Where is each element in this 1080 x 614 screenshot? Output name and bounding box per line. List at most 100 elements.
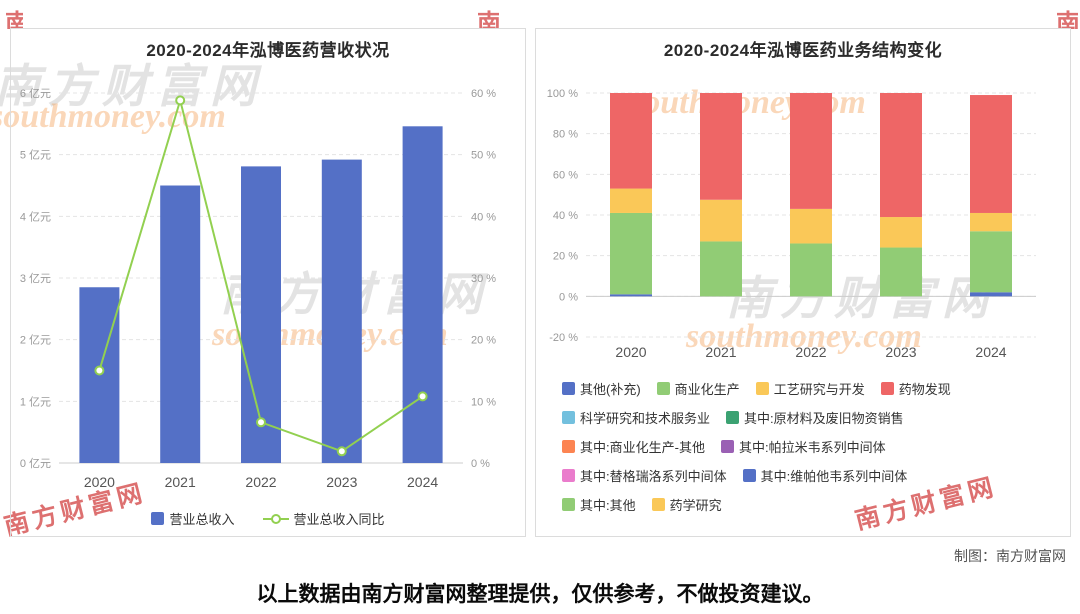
legend-swatch [726, 411, 740, 424]
stack-segment [970, 212, 1012, 232]
revenue-bar [160, 185, 201, 463]
x-axis-label: 2023 [885, 344, 916, 360]
stack-segment [790, 93, 832, 209]
legend-item[interactable]: 其中:商业化生产-其他 [562, 437, 705, 456]
legend-label: 其中:帕拉米韦系列中间体 [738, 440, 886, 455]
disclaimer-text: 以上数据由南方财富网整理提供，仅供参考，不做投资建议。 [256, 583, 824, 606]
growth-line-point [336, 446, 347, 457]
legend-swatch [651, 498, 665, 511]
legend-label: 工艺研究与开发 [773, 382, 865, 397]
stack-segment [610, 93, 652, 189]
x-axis-label: 2021 [165, 474, 196, 490]
left-axis-tick: 0 亿元 [20, 457, 51, 470]
watermark-red-fragment: 南方财富网 [477, 10, 499, 29]
legend-swatch [755, 382, 769, 395]
legend-label: 商业化生产 [674, 382, 740, 397]
y-axis-tick: -20 % [549, 332, 578, 344]
stack-segment [610, 212, 652, 295]
left-axis-tick: 2 亿元 [20, 334, 51, 347]
legend-swatch [742, 469, 756, 482]
legend-label: 营业总收入 [169, 512, 235, 527]
legend-item-revenue[interactable]: 营业总收入 [151, 509, 235, 528]
legend-swatch [562, 498, 575, 511]
legend-row: 科学研究和技术服务业 其中:原材料及废旧物资销售 [562, 408, 1056, 427]
structure-chart-panel: 2020-2024年泓博医药业务结构变化 -20 % 0 % 20 % 40 % 60 … [535, 28, 1071, 537]
structure-chart-title: 2020-2024年泓博医药业务结构变化 [663, 41, 943, 60]
stack-segment [880, 93, 922, 218]
legend-row: 其中:商业化生产-其他 其中:帕拉米韦系列中间体 [562, 437, 1056, 456]
stack-segment [790, 208, 832, 244]
revenue-bar [241, 166, 281, 463]
stack-segment [970, 292, 1012, 297]
y-axis-tick: 40 % [553, 210, 578, 222]
legend-swatch [151, 512, 165, 525]
revenue-chart-legend: 营业总收入 营业总收入同比 [11, 509, 525, 528]
legend-swatch [562, 469, 575, 482]
legend-line-marker [262, 513, 289, 524]
x-axis-label: 2023 [326, 474, 357, 490]
legend-swatch [656, 382, 670, 395]
revenue-bar [402, 126, 443, 464]
legend-item-growth[interactable]: 营业总收入同比 [262, 509, 385, 528]
legend-label: 其中:商业化生产-其他 [580, 440, 705, 455]
legend-label: 其中:其他 [580, 498, 636, 513]
x-axis-label: 2024 [407, 474, 438, 490]
legend-label: 其中:替格瑞洛系列中间体 [580, 469, 727, 484]
legend-label: 药物发现 [898, 382, 951, 397]
growth-line-point [256, 417, 266, 428]
x-axis-label: 2020 [615, 344, 646, 360]
legend-label: 营业总收入同比 [293, 512, 385, 527]
watermark-red-fragment: 南方财富网 [1056, 10, 1078, 29]
legend-swatch [562, 440, 575, 453]
legend-swatch [562, 382, 575, 395]
legend-item[interactable]: 商业化生产 [656, 379, 740, 398]
right-axis-tick: 40 % [471, 211, 496, 223]
y-axis-tick: 20 % [553, 251, 578, 263]
y-axis-tick: 0 % [559, 291, 578, 303]
y-axis-tick: 80 % [553, 129, 578, 141]
stack-segment [610, 188, 652, 213]
stack-segment [970, 95, 1012, 213]
legend-row: 其中:其他 药学研究 [562, 495, 1056, 514]
stack-segment [880, 247, 922, 297]
growth-line-point [175, 95, 186, 106]
legend-item[interactable]: 科学研究和技术服务业 [562, 408, 710, 427]
legend-item[interactable]: 其中:替格瑞洛系列中间体 [562, 466, 727, 485]
legend-label: 科学研究和技术服务业 [580, 411, 711, 426]
legend-item[interactable]: 其中:原材料及废旧物资销售 [726, 408, 904, 427]
legend-item[interactable]: 工艺研究与开发 [755, 379, 865, 398]
legend-label: 药学研究 [669, 498, 722, 513]
legend-swatch [562, 411, 575, 424]
legend-item[interactable]: 其中:帕拉米韦系列中间体 [720, 437, 886, 456]
legend-item[interactable]: 其他(补充) [562, 379, 641, 398]
stack-segment [610, 294, 652, 297]
revenue-chart-panel: 2020-2024年泓博医药营收状况 0 亿元 0 % 1 亿元 10 % 2 亿元 20… [10, 28, 526, 537]
right-axis-tick: 0 % [471, 458, 490, 470]
legend-label: 其他(补充) [580, 382, 641, 397]
legend-item[interactable]: 药物发现 [880, 379, 951, 398]
x-axis-label: 2021 [705, 344, 736, 360]
structure-chart-legend: 其他(补充) 商业化生产 工艺研究与开发 药物发现 科学研究和技术服务业 其中:原材料及… [562, 379, 1056, 514]
growth-line-point [417, 391, 428, 402]
structure-chart: -20 % 0 % 20 % 40 % 60 % 80 % 100 % 2020 2021 202… [547, 88, 1036, 360]
right-axis-tick: 50 % [471, 150, 496, 162]
legend-item[interactable]: 其中:其他 [562, 495, 636, 514]
x-axis-label: 2022 [795, 344, 826, 360]
legend-swatch [720, 440, 734, 453]
growth-line-point [94, 365, 105, 376]
stack-segment [970, 231, 1012, 293]
stack-segment [790, 243, 832, 297]
stack-segment [700, 93, 742, 200]
revenue-bar [321, 159, 362, 463]
legend-row: 其他(补充) 商业化生产 工艺研究与开发 药物发现 [562, 379, 1056, 398]
chart-credit: 制图：南方财富网 [954, 548, 1066, 564]
legend-row: 其中:替格瑞洛系列中间体 其中:维帕他韦系列中间体 [562, 466, 1056, 485]
left-axis-tick: 1 亿元 [20, 395, 51, 408]
y-axis-tick: 100 % [547, 88, 578, 100]
left-axis-tick: 4 亿元 [20, 210, 51, 223]
legend-item[interactable]: 药学研究 [651, 495, 722, 514]
legend-item[interactable]: 其中:维帕他韦系列中间体 [742, 466, 907, 485]
left-axis-tick: 3 亿元 [20, 272, 51, 285]
stack-segment [700, 199, 742, 242]
stack-segment [700, 241, 742, 297]
